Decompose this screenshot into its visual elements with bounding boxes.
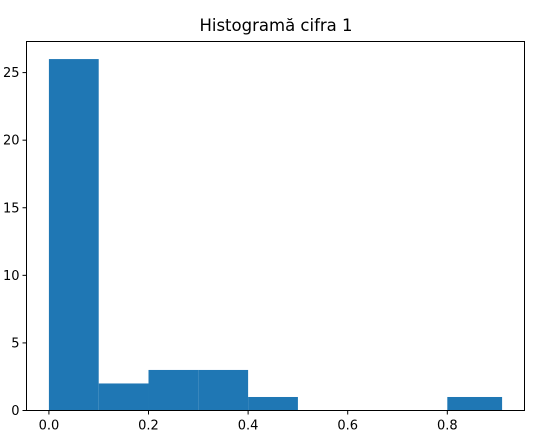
- histogram-bar-0: [48, 59, 99, 411]
- y-tick-label-2: 10: [3, 269, 20, 284]
- plot-frame: [26, 41, 525, 411]
- x-tick-label-4: 0.8: [437, 419, 458, 434]
- histogram-bar-3: [198, 369, 249, 411]
- x-axis: 0.0 0.2 0.4 0.6 0.8: [39, 410, 458, 434]
- histogram-bar-2: [148, 369, 199, 411]
- x-tick-label-1: 0.2: [138, 419, 159, 434]
- histogram-bar-4: [248, 396, 298, 411]
- y-axis: 0 5 10 15 20 25: [3, 66, 27, 419]
- y-tick-label-0: 0: [11, 404, 19, 419]
- y-tick-label-5: 25: [3, 66, 20, 81]
- histogram-bar-1: [98, 383, 149, 411]
- histogram-bar-8: [447, 396, 503, 411]
- y-tick-label-3: 15: [3, 201, 20, 216]
- y-tick-label-4: 20: [3, 134, 20, 149]
- chart-title: Histogramă cifra 1: [199, 16, 352, 35]
- y-tick-label-1: 5: [11, 336, 19, 351]
- x-tick-label-3: 0.6: [337, 419, 358, 434]
- bars-group: [48, 59, 503, 411]
- x-tick-label-2: 0.4: [238, 419, 259, 434]
- x-tick-label-0: 0.0: [39, 419, 60, 434]
